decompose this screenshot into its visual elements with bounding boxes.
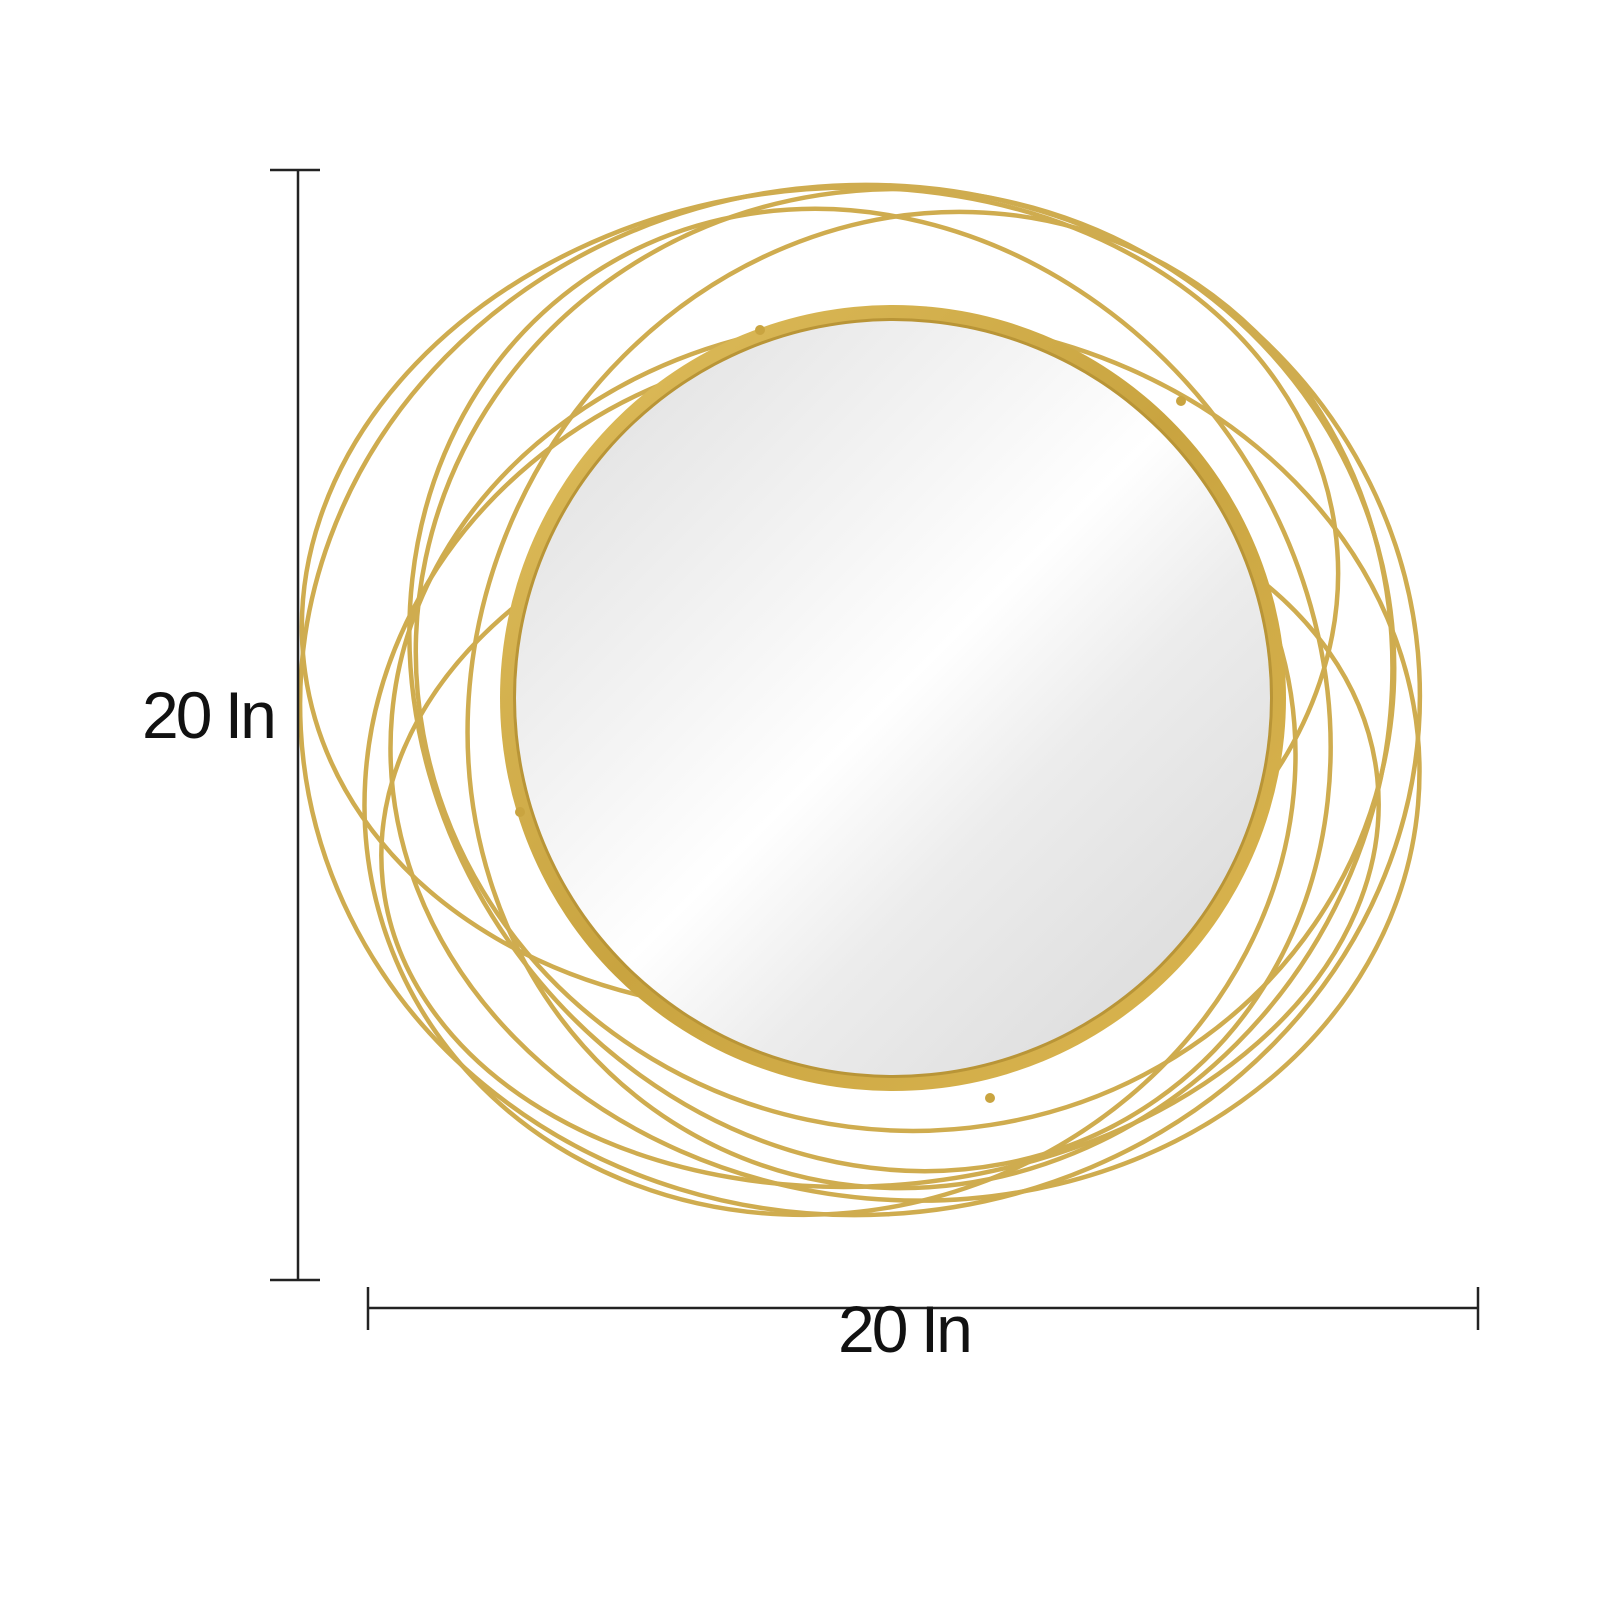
wire-loop <box>465 209 1395 1191</box>
width-dimension-line <box>366 1287 1480 1330</box>
mirror-glass <box>516 321 1270 1075</box>
width-label: 20 In <box>838 1292 973 1366</box>
rim-joints <box>515 325 1186 1103</box>
wire-loop <box>297 182 1423 1218</box>
height-label: 20 In <box>142 678 277 752</box>
wire-loop <box>407 206 1333 1174</box>
height-dimension-line <box>270 168 320 1282</box>
